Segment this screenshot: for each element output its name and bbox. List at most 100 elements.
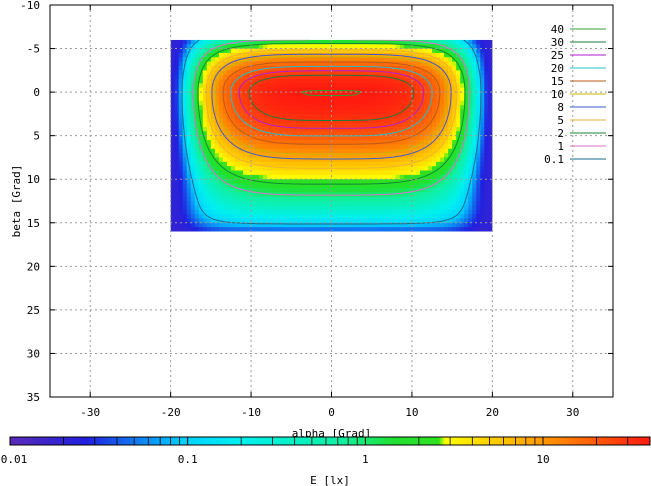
heatmap-cell — [347, 209, 353, 215]
heatmap-cell — [198, 196, 204, 202]
heatmap-cell — [202, 157, 208, 163]
heatmap-cell — [218, 79, 224, 84]
heatmap-cell — [468, 87, 473, 93]
heatmap-cell — [440, 65, 445, 71]
heatmap-cell — [299, 70, 304, 76]
heatmap-cell — [234, 187, 240, 193]
heatmap-cell — [423, 157, 429, 163]
heatmap-cell — [174, 61, 180, 67]
heatmap-cell — [239, 144, 244, 150]
heatmap-cell — [190, 144, 196, 150]
heatmap-cell — [472, 187, 477, 193]
heatmap-cell — [331, 227, 337, 232]
heatmap-cell — [363, 61, 369, 67]
heatmap-cell — [279, 187, 284, 193]
heatmap-cell — [303, 140, 308, 145]
heatmap-cell — [383, 135, 389, 141]
heatmap-cell — [303, 105, 308, 111]
heatmap-cell — [355, 44, 361, 50]
heatmap-cell — [295, 218, 300, 224]
heatmap-cell — [327, 79, 333, 84]
heatmap-cell — [339, 209, 345, 215]
heatmap-cell — [198, 87, 204, 93]
heatmap-cell — [423, 109, 429, 115]
heatmap-cell — [202, 131, 208, 137]
heatmap-cell — [247, 52, 252, 58]
heatmap-cell — [319, 113, 325, 119]
heatmap-cell — [399, 135, 405, 141]
heatmap-cell — [182, 87, 188, 93]
heatmap-cell — [464, 118, 469, 124]
heatmap-cell — [423, 118, 429, 124]
heatmap-cell — [415, 218, 421, 224]
heatmap-cell — [383, 87, 389, 93]
heatmap-cell — [174, 179, 180, 185]
heatmap-cell — [206, 205, 212, 211]
heatmap-cell — [206, 131, 212, 137]
heatmap-cell — [476, 174, 481, 180]
heatmap-cell — [367, 153, 373, 159]
heatmap-cell — [488, 52, 493, 58]
heatmap-cell — [432, 109, 437, 115]
heatmap-cell — [456, 205, 461, 211]
heatmap-cell — [428, 126, 433, 132]
heatmap-cell — [423, 179, 429, 185]
heatmap-cell — [234, 70, 240, 76]
heatmap-cell — [428, 122, 433, 128]
heatmap-cell — [279, 109, 284, 115]
heatmap-cell — [343, 227, 349, 232]
heatmap-cell — [218, 214, 224, 220]
heatmap-cell — [411, 87, 417, 93]
heatmap-cell — [255, 157, 260, 163]
heatmap-cell — [202, 153, 208, 159]
heatmap-cell — [367, 109, 373, 115]
heatmap-cell — [295, 183, 300, 189]
heatmap-cell — [190, 170, 196, 176]
heatmap-cell — [440, 87, 445, 93]
heatmap-cell — [484, 205, 489, 211]
heatmap-cell — [251, 48, 256, 54]
heatmap-cell — [198, 222, 204, 228]
heatmap-cell — [218, 135, 224, 141]
heatmap-cell — [436, 209, 441, 215]
heatmap-cell — [259, 174, 264, 180]
heatmap-cell — [283, 65, 288, 71]
heatmap-cell — [367, 118, 373, 124]
heatmap-cell — [226, 214, 232, 220]
heatmap-cell — [339, 96, 345, 102]
heatmap-cell — [327, 153, 333, 159]
heatmap-cell — [267, 109, 272, 115]
heatmap-cell — [383, 65, 389, 71]
heatmap-cell — [214, 39, 220, 45]
heatmap-cell — [480, 105, 485, 111]
heatmap-cell — [214, 83, 220, 89]
heatmap-cell — [363, 113, 369, 119]
heatmap-cell — [472, 170, 477, 176]
heatmap-cell — [480, 96, 485, 102]
heatmap-cell — [476, 227, 481, 232]
heatmap-cell — [423, 57, 429, 63]
heatmap-cell — [255, 65, 260, 71]
heatmap-cell — [387, 92, 393, 98]
heatmap-cell — [363, 214, 369, 220]
heatmap-cell — [436, 192, 441, 198]
heatmap-cell — [234, 92, 240, 98]
heatmap-cell — [371, 201, 377, 206]
heatmap-cell — [287, 222, 292, 228]
heatmap-cell — [371, 70, 377, 76]
heatmap-cell — [170, 79, 176, 84]
heatmap-cell — [178, 87, 184, 93]
heatmap-cell — [271, 214, 276, 220]
heatmap-cell — [271, 87, 276, 93]
heatmap-cell — [468, 227, 473, 232]
heatmap-cell — [444, 131, 449, 137]
heatmap-cell — [226, 187, 232, 193]
heatmap-cell — [440, 100, 445, 106]
heatmap-cell — [287, 79, 292, 84]
heatmap-cell — [456, 174, 461, 180]
heatmap-cell — [460, 140, 465, 145]
heatmap-cell — [448, 187, 453, 193]
heatmap-cell — [476, 157, 481, 163]
heatmap-cell — [367, 196, 373, 202]
heatmap-cell — [182, 105, 188, 111]
